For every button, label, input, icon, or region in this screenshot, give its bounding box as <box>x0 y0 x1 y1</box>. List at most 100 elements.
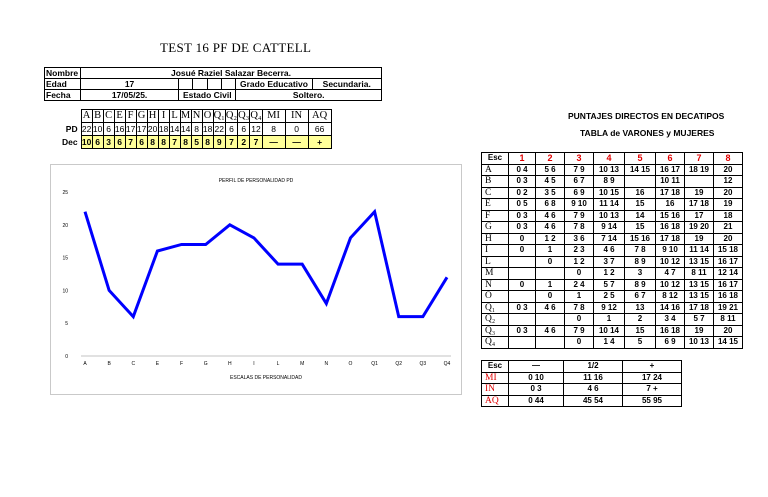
range-cell: 13 15 <box>684 278 714 291</box>
range-cell: 1 2 <box>564 255 594 268</box>
range-cell: 0 3 <box>508 324 536 337</box>
x-tick-label: Q2 <box>395 361 402 367</box>
range-cell: 2 <box>624 313 656 326</box>
scale-label: Q₄ <box>481 336 509 349</box>
range-cell: 1 <box>564 290 594 303</box>
pd-value: 16 <box>113 122 126 136</box>
factor-header: H <box>146 109 159 123</box>
x-tick-label: I <box>253 361 254 367</box>
decatipo-header: 4 <box>593 152 625 165</box>
dec-value: 8 <box>157 135 170 149</box>
dec-value: 8 <box>146 135 159 149</box>
range-cell: 20 <box>713 163 743 176</box>
decatipos-subtitle: TABLA de VARONES y MUJERES <box>580 128 715 138</box>
factor-header: Q₂ <box>224 109 239 123</box>
scale-label: E <box>481 198 509 211</box>
range-cell: 17 18 <box>684 301 714 314</box>
range-cell: 10 12 <box>655 278 685 291</box>
dec-value: + <box>307 135 332 149</box>
range-cell <box>624 175 656 188</box>
factor-header: C <box>102 109 115 123</box>
range-cell: 13 15 <box>684 290 714 303</box>
range-cell <box>508 255 536 268</box>
x-tick-label: M <box>300 361 304 367</box>
x-tick-label: N <box>325 361 329 367</box>
index-label: IN <box>481 383 509 396</box>
range-cell: 15 <box>624 221 656 234</box>
dec-value: 7 <box>249 135 263 149</box>
indices-header: — <box>508 360 564 373</box>
range-cell: 6 9 <box>655 336 685 349</box>
range-cell: 17 18 <box>655 186 685 199</box>
range-cell: 15 16 <box>655 209 685 222</box>
subject-info-table: Nombre Josué Raziel Salazar Becerra. Eda… <box>44 67 382 101</box>
dec-value: 2 <box>237 135 251 149</box>
x-tick-label: L <box>277 361 280 367</box>
range-cell: 6 7 <box>624 290 656 303</box>
decatipos-title: PUNTAJES DIRECTOS EN DECATIPOS <box>568 111 725 121</box>
index-label: MI <box>481 371 509 384</box>
range-cell: 20 <box>713 324 743 337</box>
range-cell: 8 11 <box>684 267 714 280</box>
range-cell: 3 7 <box>593 255 625 268</box>
dec-value: 7 <box>124 135 137 149</box>
range-cell: 6 9 <box>564 186 594 199</box>
factor-header: Q₃ <box>237 109 251 123</box>
y-tick-label: 10 <box>62 288 68 294</box>
range-cell: 5 7 <box>684 313 714 326</box>
x-axis: A B C E F G H I L M N O Q1 Q2 Q3 Q4 <box>83 361 450 367</box>
series-line-group <box>83 208 449 320</box>
range-cell: 8 12 <box>655 290 685 303</box>
range-cell: 7 9 <box>564 324 594 337</box>
y-tick-label: 20 <box>62 223 68 229</box>
decatipo-header: 8 <box>713 152 743 165</box>
range-cell: 9 12 <box>593 301 625 314</box>
range-cell <box>535 336 565 349</box>
chart-title: PERFIL DE PERSONALIDAD PD <box>219 178 294 184</box>
range-cell: 16 <box>624 186 656 199</box>
range-cell: 16 <box>655 198 685 211</box>
dec-value: 5 <box>190 135 203 149</box>
pd-value: 18 <box>157 122 170 136</box>
range-cell: 4 6 <box>535 209 565 222</box>
fecha-value: 17/05/25. <box>79 89 180 101</box>
range-cell: 0 3 <box>508 175 536 188</box>
grado-label: Grado Educativo <box>235 78 313 90</box>
factor-header: AQ <box>307 109 332 123</box>
range-cell: 0 4 <box>508 163 536 176</box>
range-cell: 8 11 <box>713 313 743 326</box>
scale-label: Q₁ <box>481 301 509 314</box>
range-cell: 16 18 <box>655 324 685 337</box>
range-cell: 0 <box>508 244 536 257</box>
range-cell: 14 <box>624 209 656 222</box>
factor-header: IN <box>284 109 309 123</box>
index-range: 0 10 <box>508 371 564 384</box>
y-axis: 0 5 10 15 20 25 <box>62 190 451 360</box>
scale-label: Q₂ <box>481 313 509 326</box>
range-cell: 1 2 <box>593 267 625 280</box>
range-cell: 7 8 <box>624 244 656 257</box>
indices-header: + <box>622 360 682 373</box>
factor-header: E <box>113 109 126 123</box>
y-tick-label: 0 <box>65 354 68 360</box>
range-cell: 20 <box>713 232 743 245</box>
range-cell: 16 18 <box>655 221 685 234</box>
range-cell: 9 14 <box>593 221 625 234</box>
scale-label: H <box>481 232 509 245</box>
range-cell: 2 5 <box>593 290 625 303</box>
edad-value: 17 <box>79 78 180 90</box>
indices-row: AQ 0 44 45 54 55 95 <box>481 394 682 407</box>
range-cell <box>535 267 565 280</box>
range-cell: 0 <box>564 336 594 349</box>
range-cell: 15 16 <box>624 232 656 245</box>
range-cell: 10 14 <box>593 324 625 337</box>
factor-header: B <box>91 109 104 123</box>
range-cell: 13 15 <box>684 255 714 268</box>
range-cell: 16 17 <box>713 278 743 291</box>
